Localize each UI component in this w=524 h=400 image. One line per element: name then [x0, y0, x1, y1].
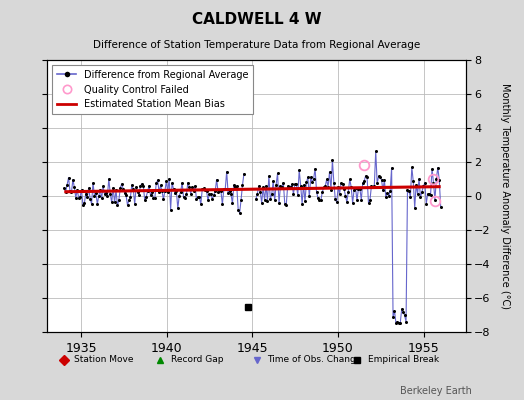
Text: Station Move: Station Move	[74, 356, 134, 364]
Text: CALDWELL 4 W: CALDWELL 4 W	[192, 12, 322, 27]
Y-axis label: Monthly Temperature Anomaly Difference (°C): Monthly Temperature Anomaly Difference (…	[500, 83, 510, 309]
Legend: Difference from Regional Average, Quality Control Failed, Estimated Station Mean: Difference from Regional Average, Qualit…	[52, 65, 254, 114]
Text: Berkeley Earth: Berkeley Earth	[400, 386, 472, 396]
Text: Time of Obs. Change: Time of Obs. Change	[267, 356, 362, 364]
Text: Difference of Station Temperature Data from Regional Average: Difference of Station Temperature Data f…	[93, 40, 420, 50]
Text: Record Gap: Record Gap	[171, 356, 223, 364]
Text: Empirical Break: Empirical Break	[368, 356, 439, 364]
